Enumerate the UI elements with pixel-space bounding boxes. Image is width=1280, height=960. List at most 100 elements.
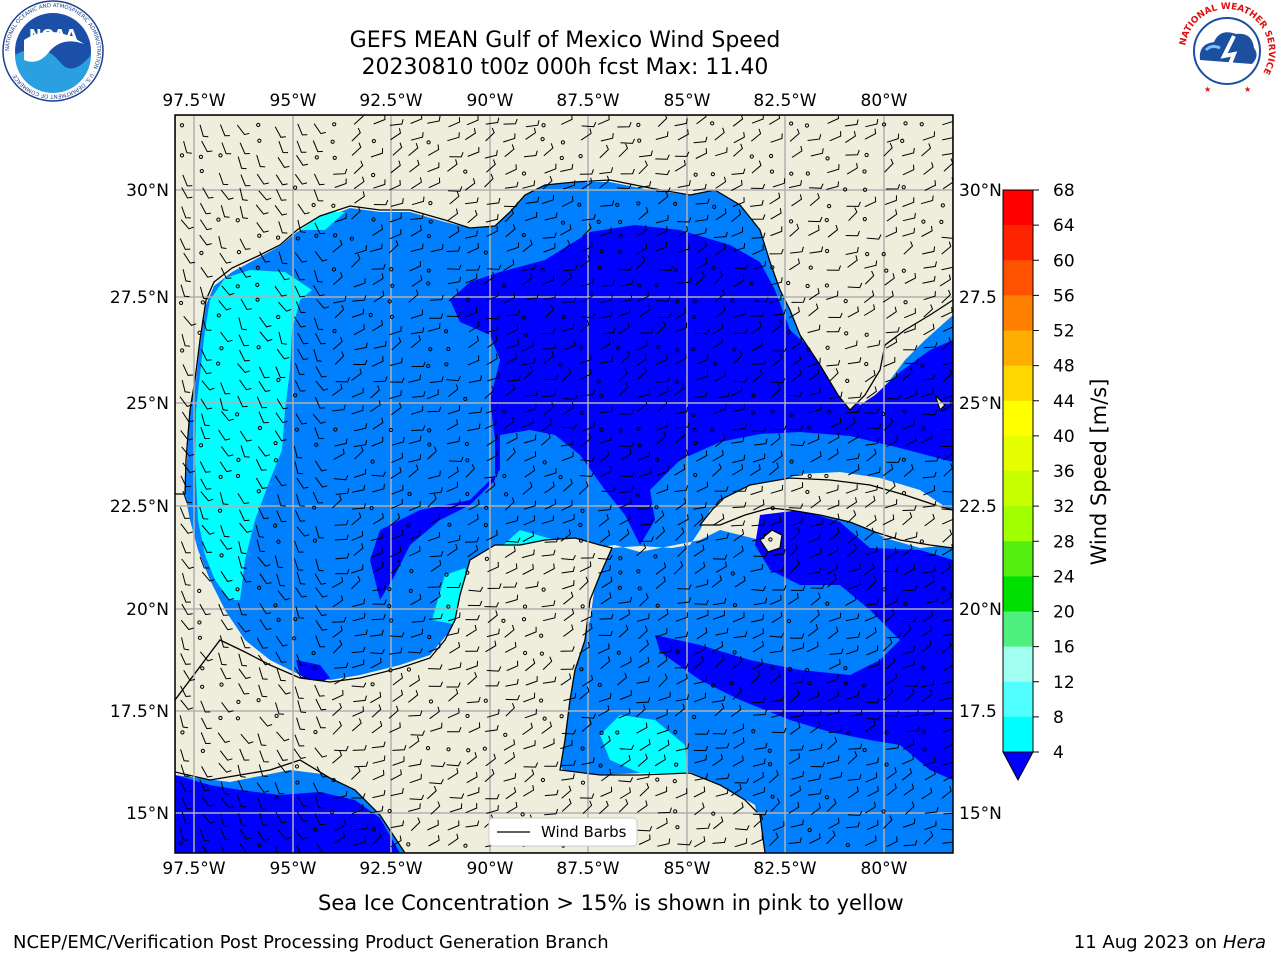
wind-barb [351, 766, 361, 780]
wind-barb [693, 786, 706, 798]
wind-barb [503, 133, 516, 143]
wind-barb [693, 544, 705, 557]
wind-barb [181, 187, 193, 199]
wind-barb [733, 328, 748, 334]
calm-wind-circle [597, 265, 602, 270]
wind-barb [733, 631, 748, 639]
wind-barb [447, 727, 462, 733]
wind-barb [220, 813, 229, 827]
wind-barb [807, 434, 820, 445]
wind-barb [391, 452, 404, 464]
colorbar-bin [1003, 716, 1033, 753]
wind-barb [350, 206, 361, 220]
wind-barb [654, 510, 665, 524]
calm-wind-circle [578, 154, 583, 159]
wind-barb [276, 510, 287, 523]
wind-barb [427, 323, 441, 332]
wind-barb [523, 762, 539, 768]
wind-barb [506, 242, 520, 252]
calm-wind-circle [426, 234, 432, 239]
wind-barb [179, 828, 189, 841]
calm-wind-circle [578, 522, 583, 528]
wind-barb [657, 655, 668, 668]
wind-barb [370, 385, 380, 399]
wind-barb [712, 450, 724, 462]
wind-barb [430, 591, 441, 604]
wind-barb [619, 441, 635, 447]
wind-barb [846, 632, 861, 639]
wind-barb [827, 690, 840, 702]
wind-barb [712, 837, 727, 844]
wind-barb [599, 167, 614, 175]
wind-barb [942, 490, 953, 493]
lon-label: 95°W [270, 91, 317, 111]
wind-barb [693, 676, 707, 685]
wind-barb [390, 466, 402, 479]
wind-barb [370, 399, 381, 412]
wind-barb [675, 694, 689, 702]
wind-barb [238, 653, 248, 667]
calm-wind-circle [673, 729, 678, 735]
wind-barb [389, 631, 405, 638]
wind-barb [789, 128, 800, 142]
wind-barb [541, 194, 554, 205]
wind-barb [845, 230, 860, 237]
wind-barb [449, 152, 464, 158]
calm-wind-circle [675, 299, 680, 304]
wind-barb [924, 456, 939, 462]
wind-barb [715, 742, 730, 749]
wind-barb [352, 598, 366, 607]
wind-barb [942, 761, 953, 766]
wind-barb [522, 481, 533, 495]
wind-barb [371, 831, 382, 845]
calm-wind-circle [236, 457, 241, 462]
wind-barb [903, 738, 915, 750]
wind-barb [179, 396, 193, 407]
wind-barb [788, 837, 802, 844]
wind-barb [867, 659, 880, 669]
wind-barb [219, 750, 233, 761]
wind-barb [391, 402, 402, 416]
wind-barb [522, 563, 534, 575]
wind-barb [275, 189, 287, 201]
wind-barb [885, 195, 897, 205]
wind-barb [809, 833, 821, 844]
wind-barb [467, 355, 480, 366]
calm-wind-circle [521, 171, 527, 176]
wind-barb [752, 533, 766, 542]
wind-barb [543, 374, 559, 381]
calm-wind-circle [501, 618, 506, 623]
wind-barb [543, 563, 555, 575]
calm-wind-circle [636, 569, 641, 574]
wind-barb [655, 576, 666, 589]
calm-wind-circle [580, 746, 585, 751]
wind-barb [639, 150, 653, 158]
wind-barb [712, 729, 728, 735]
wind-barb [581, 713, 597, 719]
calm-wind-circle [276, 377, 281, 383]
lon-label: 87.5°W [556, 91, 619, 111]
wind-barb [239, 238, 251, 250]
colorbar-tick-label: 28 [1053, 532, 1075, 552]
wind-barb [465, 646, 480, 652]
wind-barb [259, 750, 269, 763]
wind-barb [696, 481, 709, 493]
wind-barb [714, 289, 725, 303]
wind-barb [429, 778, 444, 785]
wind-barb [731, 520, 746, 527]
wind-barb [886, 306, 897, 319]
wind-barb [693, 836, 706, 848]
wind-barb [619, 744, 635, 751]
wind-barb [274, 555, 284, 569]
wind-barb [864, 270, 875, 285]
calm-wind-circle [919, 539, 924, 544]
calm-wind-circle [236, 250, 242, 255]
wind-barb [865, 546, 878, 556]
wind-barb [847, 774, 862, 781]
wind-barb [826, 359, 841, 367]
calm-wind-circle [577, 202, 582, 207]
wind-barb [883, 815, 893, 829]
wind-barb [259, 316, 272, 328]
wind-barb [638, 450, 651, 461]
wind-barb [790, 469, 805, 477]
